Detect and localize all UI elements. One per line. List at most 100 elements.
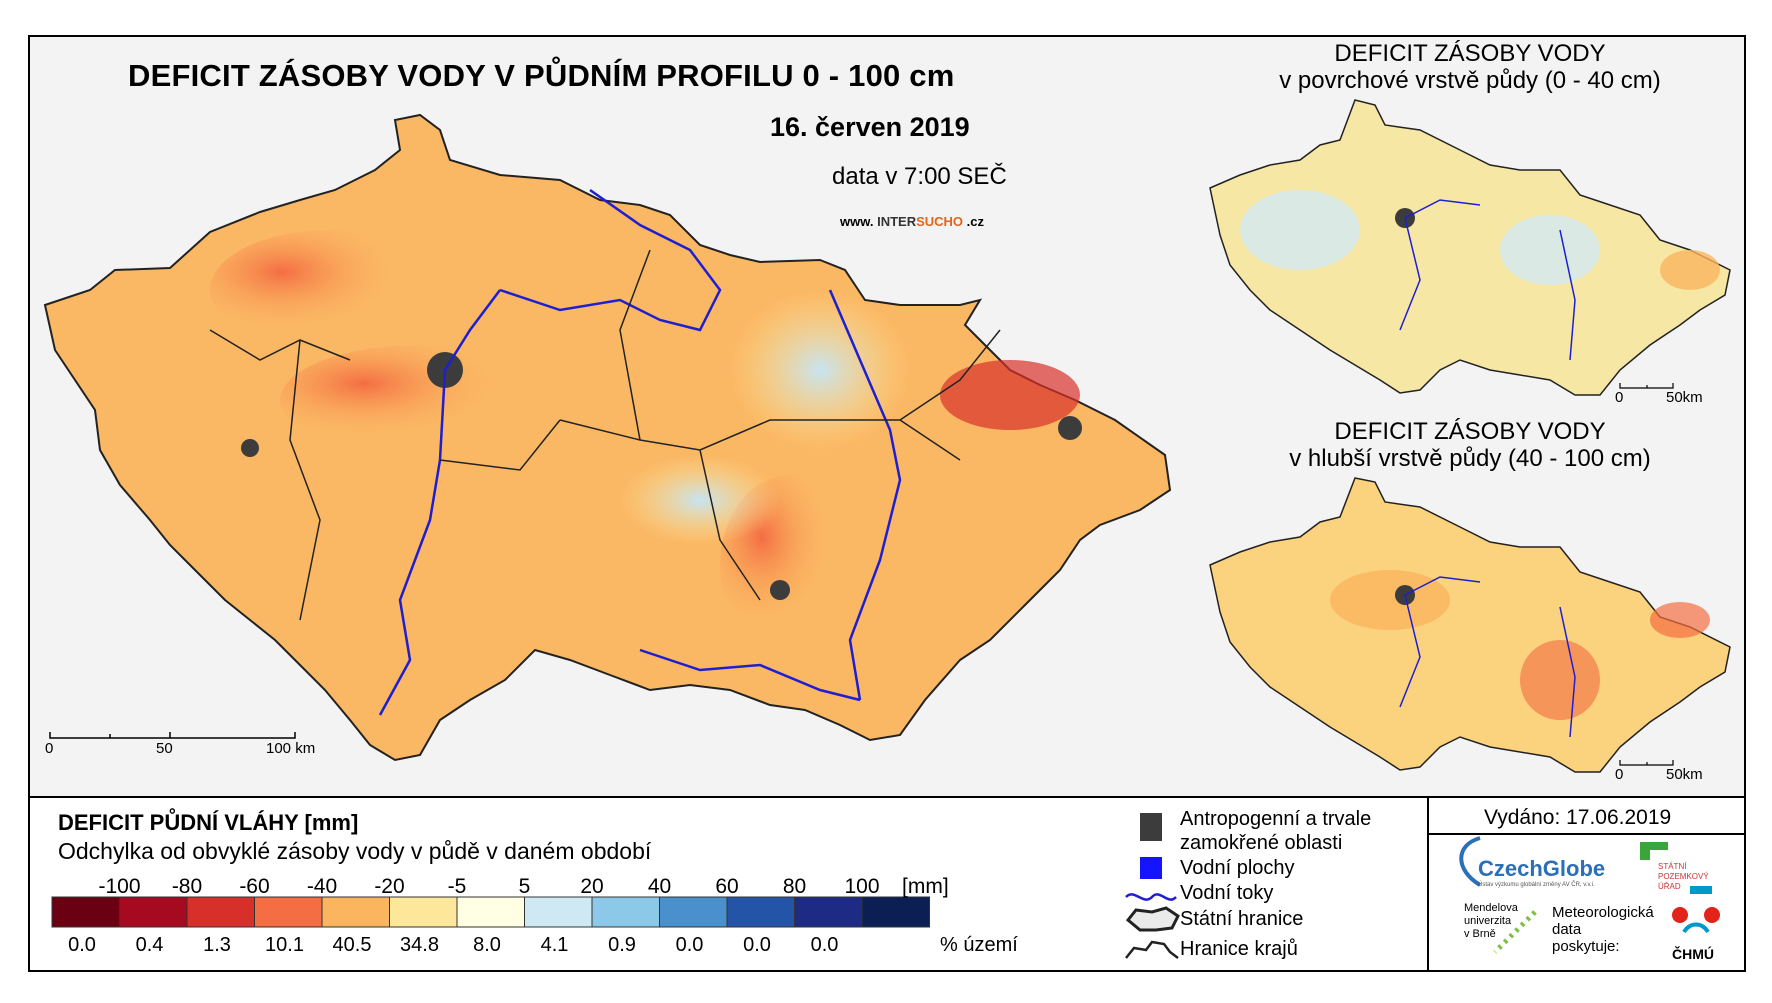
dry-zone-north-moravia [940, 360, 1080, 430]
legend-tick-label: 5 [518, 875, 531, 898]
legend-percent-value: 10.1 [265, 934, 304, 956]
mendel-logo-line3: v Brně [1464, 928, 1496, 940]
inset-bottom-scale-0: 0 [1615, 766, 1624, 783]
legend-tick-label: -80 [171, 875, 203, 898]
main-scale-label-100: 100 km [266, 740, 316, 757]
spu-logo-line3: ÚŘAD [1658, 882, 1681, 891]
legend-percent-unit: % území [940, 934, 1018, 956]
chmu-logo-text: ČHMÚ [1672, 946, 1714, 962]
state-border-swatch [1125, 906, 1180, 932]
legend-water-bodies: Vodní plochy [1180, 857, 1295, 879]
legend-color-swatch [456, 896, 525, 928]
legend-state-border: Státní hranice [1180, 908, 1304, 930]
meteo-line2: data [1552, 921, 1582, 938]
issued-date: Vydáno: 17.06.2019 [1484, 806, 1672, 829]
main-scale-label-0: 0 [45, 740, 54, 757]
inset-top-title-line2: v povrchové vrstvě půdy (0 - 40 cm) [1279, 67, 1661, 94]
legend-tick-label: -60 [239, 875, 270, 898]
spu-logo-line1: STÁTNÍ [1658, 862, 1687, 871]
legend-percent-value: 8.0 [473, 934, 501, 956]
river-labe [499, 188, 722, 332]
legend-unit-label: [mm] [902, 875, 949, 898]
legend-tick-label: -5 [447, 875, 467, 898]
mendel-logo-mark [1493, 910, 1537, 954]
wet-zone-vysocina [620, 455, 780, 545]
water-body-swatch [1140, 857, 1162, 879]
legend-region-border: Hranice krajů [1180, 938, 1298, 960]
inset-top-scale-50: 50km [1666, 389, 1703, 406]
meteo-line3: poskytuje: [1552, 938, 1620, 955]
legend-percent-value: 0.0 [743, 934, 771, 956]
legend-color-swatch [591, 896, 660, 928]
inset-top-scale-0: 0 [1615, 389, 1624, 406]
river-vltava [378, 289, 501, 716]
legend-panel [28, 796, 1746, 972]
dry-zone-central [280, 345, 560, 455]
mendel-logo-line1: Mendelova [1464, 902, 1518, 914]
main-scale-label-50: 50 [156, 740, 173, 757]
wet-zone-east-bohemia [730, 290, 910, 450]
legend-percent-value: 0.0 [68, 934, 96, 956]
legend-percent-value: 34.8 [400, 934, 439, 956]
website-suffix: .cz [966, 214, 985, 229]
legend-tick-label: 60 [715, 875, 739, 898]
legend-tick-label: -100 [98, 875, 141, 898]
legend-color-swatch [389, 896, 458, 928]
legend-percent-value: 1.3 [203, 934, 231, 956]
river-swatch [1125, 893, 1177, 901]
legend-percent-value: 0.9 [608, 934, 636, 956]
legend-color-swatch [659, 896, 728, 928]
legend-tick-label: 40 [647, 875, 672, 898]
legend-anthropogenic-line1: Antropogenní a trvale [1180, 808, 1372, 830]
legend-subheading: Odchylka od obvyklé zásoby vody v půdě v… [58, 838, 652, 864]
region-border-swatch [1125, 940, 1179, 959]
legend-tick-label: 80 [782, 875, 807, 898]
data-time-label: data v 7:00 SEČ [832, 163, 1007, 190]
spu-logo-mark [1640, 842, 1668, 860]
czechglobe-logo-subtext: Ústav výzkumu globální změny AV ČR, v.v.… [1478, 882, 1595, 888]
legend-color-swatch [119, 896, 188, 928]
river-dyje [639, 648, 861, 702]
legend-heading: DEFICIT PŮDNÍ VLÁHY [mm] [58, 810, 359, 835]
legend-tick-label: -20 [374, 875, 405, 898]
meteo-line1: Meteorologická [1552, 904, 1654, 921]
legend-color-swatch [524, 896, 593, 928]
legend-color-swatch [51, 896, 120, 928]
spu-logo-line2: POZEMKOVÝ [1658, 872, 1709, 881]
main-map-title: DEFICIT ZÁSOBY VODY V PŮDNÍM PROFILU 0 -… [128, 58, 955, 93]
legend-percent-value: 0.0 [675, 934, 704, 956]
legend-tick-label: 100 [844, 875, 880, 898]
website-brand-sucho: SUCHO [916, 214, 964, 229]
legend-color-swatch [726, 896, 795, 928]
mendel-logo-line2: univerzita [1464, 915, 1512, 927]
brno-urban-area [770, 580, 790, 600]
main-map-date: 16. červen 2019 [770, 112, 970, 142]
legend-rivers: Vodní toky [1180, 882, 1274, 904]
inset-bottom-scale-50: 50km [1666, 766, 1703, 783]
anthropogenic-swatch [1140, 813, 1162, 841]
czechglobe-logo-text: CzechGlobe [1478, 856, 1606, 881]
inset-top-title-line1: DEFICIT ZÁSOBY VODY [1334, 40, 1606, 67]
website-link[interactable]: www. INTERSUCHO .cz [840, 214, 984, 229]
legend-percent-value: 0.4 [135, 934, 164, 956]
legend-tick-label: 20 [580, 875, 604, 898]
river-morava [828, 289, 902, 701]
legend-percent-value: 40.5 [332, 934, 372, 956]
legend-percent-value: 4.1 [540, 934, 569, 956]
legend-percent-value: 0.0 [810, 934, 839, 956]
legend-color-swatch [861, 896, 930, 928]
plzen-urban-area [241, 439, 259, 457]
legend-anthropogenic-line2: zamokřené oblasti [1180, 832, 1343, 854]
chmu-logo-mark [1690, 886, 1712, 894]
ostrava-urban-area [1058, 416, 1082, 440]
region-borders [209, 249, 1001, 621]
legend-color-swatch [794, 896, 863, 928]
